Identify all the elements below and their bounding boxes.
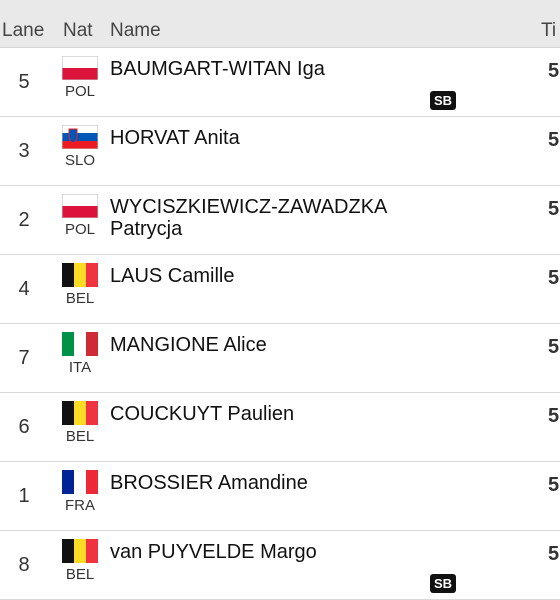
result-row[interactable]: 4 BEL LAUS Camille 5: [0, 255, 560, 324]
nation-code: ITA: [68, 359, 92, 376]
flag: [62, 401, 98, 425]
time: 5: [548, 267, 560, 289]
athlete-name[interactable]: HORVAT Anita: [110, 127, 240, 149]
time: 5: [548, 543, 560, 565]
nation-code: POL: [64, 221, 95, 238]
lane: 5: [18, 71, 30, 93]
flag: [62, 470, 98, 494]
result-row[interactable]: 7 ITA MANGIONE Alice 5: [0, 324, 560, 393]
result-row[interactable]: 3 SLO HORVAT Anita 5: [0, 117, 560, 186]
header-cell: Lane: [2, 20, 45, 41]
header-cell: Nat: [63, 20, 93, 41]
flag: [62, 56, 98, 80]
flag: [62, 332, 98, 356]
lane: 3: [18, 140, 30, 162]
lane: 8: [18, 554, 30, 576]
flag: [62, 194, 98, 218]
lane: 4: [18, 278, 30, 300]
athlete-name[interactable]: WYCISZKIEWICZ-ZAWADZKA Patrycja: [110, 196, 387, 240]
time: 5: [548, 336, 560, 358]
badge: SB: [430, 91, 456, 110]
lane: 7: [18, 347, 30, 369]
nation-code: BEL: [65, 290, 95, 307]
nation-code: BEL: [65, 428, 95, 445]
athlete-name[interactable]: van PUYVELDE Margo: [110, 541, 317, 563]
table-header: Lane Nat Name Ti: [0, 0, 560, 48]
nation-code: FRA: [65, 497, 95, 514]
lane: 1: [18, 485, 30, 507]
time: 5: [548, 129, 560, 151]
result-row[interactable]: 1 FRA BROSSIER Amandine 5: [0, 462, 560, 531]
header-cell: Name: [110, 20, 161, 41]
nation-code: SLO: [64, 152, 95, 169]
time: 5: [548, 198, 560, 220]
athlete-name[interactable]: COUCKUYT Paulien: [110, 403, 295, 425]
athlete-name[interactable]: MANGIONE Alice: [110, 334, 267, 356]
athlete-name[interactable]: BAUMGART-WITAN Iga: [110, 58, 325, 80]
athlete-name[interactable]: LAUS Camille: [110, 265, 235, 287]
nation-code: BEL: [65, 566, 95, 583]
time: 5: [548, 405, 560, 427]
result-row[interactable]: 6 BEL COUCKUYT Paulien 5: [0, 393, 560, 462]
badge: SB: [430, 574, 456, 593]
time: 5: [548, 60, 560, 82]
athlete-name[interactable]: BROSSIER Amandine: [110, 472, 308, 494]
lane: 2: [18, 209, 30, 231]
lane: 6: [18, 416, 30, 438]
result-row[interactable]: 5 POL BAUMGART-WITAN Iga SB 5: [0, 48, 560, 117]
flag: [62, 263, 98, 287]
nation-code: POL: [64, 83, 95, 100]
header-cell: Ti: [541, 20, 557, 41]
flag: [62, 125, 98, 149]
flag: [62, 539, 98, 563]
time: 5: [548, 474, 560, 496]
result-row[interactable]: 2 POL WYCISZKIEWICZ-ZAWADZKA Patrycja 5: [0, 186, 560, 255]
result-row[interactable]: 8 BEL van PUYVELDE Margo SB 5: [0, 531, 560, 600]
